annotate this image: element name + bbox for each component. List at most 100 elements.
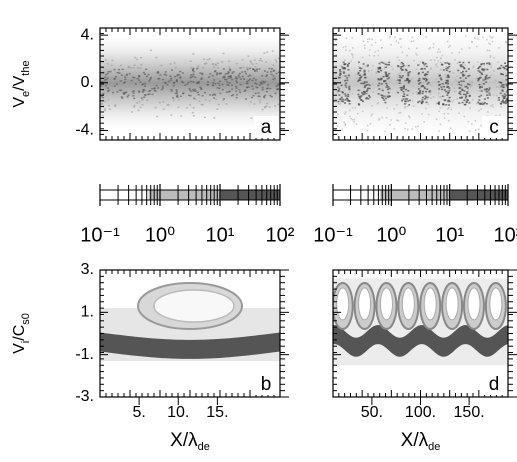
speckle <box>363 81 366 83</box>
vortex-core <box>401 287 415 321</box>
speckle <box>191 69 194 72</box>
speckle <box>418 63 421 66</box>
speckle <box>272 78 275 81</box>
speckle <box>250 61 253 64</box>
speckle <box>347 68 350 71</box>
speckle <box>371 83 374 85</box>
speckle <box>446 92 449 94</box>
speckle <box>460 72 463 75</box>
speckle <box>256 86 259 89</box>
speckle <box>377 101 379 104</box>
speckle <box>141 103 144 106</box>
speckle <box>192 53 195 55</box>
speckle <box>460 97 463 99</box>
speckle <box>372 65 374 67</box>
speckle <box>389 75 391 78</box>
speckle <box>354 74 357 76</box>
speckle <box>418 83 421 85</box>
speckle <box>460 72 463 74</box>
x-tick-label: 10⁰ <box>145 224 175 246</box>
speckle <box>173 81 176 84</box>
speckle <box>163 73 166 76</box>
speckle <box>349 109 351 112</box>
speckle <box>465 101 468 103</box>
speckle <box>461 96 464 98</box>
speckle <box>424 90 427 93</box>
panel-label: b <box>261 374 272 395</box>
speckle <box>160 88 163 91</box>
speckle <box>415 52 417 55</box>
speckle <box>417 79 420 82</box>
speckle <box>235 85 238 88</box>
speckle <box>477 128 480 130</box>
speckle <box>407 100 410 102</box>
speckle <box>399 71 402 74</box>
speckle <box>382 62 385 64</box>
speckle <box>181 81 184 84</box>
speckle <box>214 63 217 66</box>
speckle <box>405 102 408 104</box>
speckle <box>366 129 369 132</box>
speckle <box>458 96 461 99</box>
speckle <box>113 78 116 80</box>
speckle <box>251 85 254 88</box>
speckle <box>407 81 410 84</box>
speckle <box>346 78 349 80</box>
speckle <box>339 72 342 74</box>
speckle <box>490 105 492 107</box>
speckle <box>438 84 441 86</box>
speckle <box>506 68 508 70</box>
speckle <box>471 123 473 125</box>
speckle <box>149 76 152 79</box>
speckle <box>377 93 380 95</box>
speckle <box>369 123 372 125</box>
speckle <box>141 91 144 93</box>
speckle <box>264 106 267 108</box>
speckle <box>149 78 152 80</box>
speckle <box>344 99 347 101</box>
speckle <box>243 78 246 80</box>
speckle <box>368 84 371 86</box>
speckle <box>260 60 263 62</box>
speckle <box>438 130 440 132</box>
speckle <box>442 69 445 71</box>
speckle <box>487 111 489 113</box>
speckle <box>274 59 277 61</box>
speckle <box>406 94 409 96</box>
speckle <box>493 94 495 96</box>
speckle <box>373 54 376 57</box>
speckle <box>193 90 196 92</box>
speckle <box>192 81 195 83</box>
speckle <box>338 98 341 101</box>
speckle <box>172 84 175 87</box>
speckle <box>208 100 211 102</box>
speckle <box>446 40 449 43</box>
speckle <box>215 98 218 101</box>
speckle <box>478 77 481 79</box>
speckle <box>232 94 235 96</box>
speckle <box>458 112 460 114</box>
speckle <box>346 98 349 101</box>
speckle <box>446 82 449 84</box>
speckle <box>338 88 341 90</box>
speckle <box>415 68 418 71</box>
speckle <box>252 88 255 90</box>
speckle <box>222 98 225 100</box>
speckle <box>107 98 110 101</box>
speckle <box>502 97 505 100</box>
speckle <box>505 83 508 86</box>
speckle <box>256 68 259 70</box>
speckle <box>462 61 465 64</box>
speckle <box>144 82 147 85</box>
speckle <box>443 89 446 91</box>
speckle <box>407 90 410 92</box>
panel-label: a <box>261 117 272 138</box>
speckle <box>363 71 366 73</box>
speckle <box>239 78 242 80</box>
speckle <box>468 74 471 77</box>
speckle <box>230 77 233 79</box>
speckle <box>348 87 351 89</box>
speckle <box>417 85 419 88</box>
speckle <box>113 68 116 71</box>
speckle <box>454 90 456 93</box>
